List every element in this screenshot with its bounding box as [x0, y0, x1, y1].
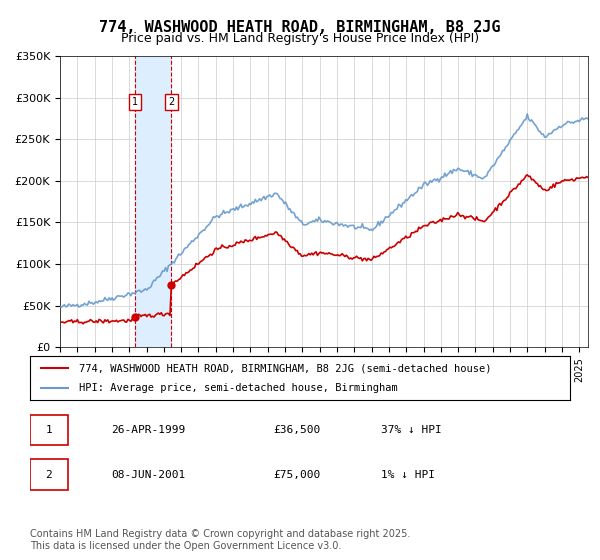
- Text: 774, WASHWOOD HEATH ROAD, BIRMINGHAM, B8 2JG (semi-detached house): 774, WASHWOOD HEATH ROAD, BIRMINGHAM, B8…: [79, 363, 491, 373]
- Text: 1: 1: [132, 97, 138, 107]
- Text: 2: 2: [46, 470, 52, 479]
- Text: 1% ↓ HPI: 1% ↓ HPI: [381, 470, 435, 479]
- Text: Contains HM Land Registry data © Crown copyright and database right 2025.
This d: Contains HM Land Registry data © Crown c…: [30, 529, 410, 551]
- Text: £36,500: £36,500: [273, 425, 320, 435]
- Text: 774, WASHWOOD HEATH ROAD, BIRMINGHAM, B8 2JG: 774, WASHWOOD HEATH ROAD, BIRMINGHAM, B8…: [99, 20, 501, 35]
- FancyBboxPatch shape: [30, 459, 68, 489]
- Text: 2: 2: [169, 97, 175, 107]
- Text: HPI: Average price, semi-detached house, Birmingham: HPI: Average price, semi-detached house,…: [79, 383, 397, 393]
- Text: 26-APR-1999: 26-APR-1999: [111, 425, 185, 435]
- Text: 08-JUN-2001: 08-JUN-2001: [111, 470, 185, 479]
- Text: 1: 1: [46, 425, 52, 435]
- Text: £75,000: £75,000: [273, 470, 320, 479]
- Text: Price paid vs. HM Land Registry's House Price Index (HPI): Price paid vs. HM Land Registry's House …: [121, 32, 479, 45]
- Text: 37% ↓ HPI: 37% ↓ HPI: [381, 425, 442, 435]
- FancyBboxPatch shape: [30, 414, 68, 445]
- Bar: [135, 56, 172, 347]
